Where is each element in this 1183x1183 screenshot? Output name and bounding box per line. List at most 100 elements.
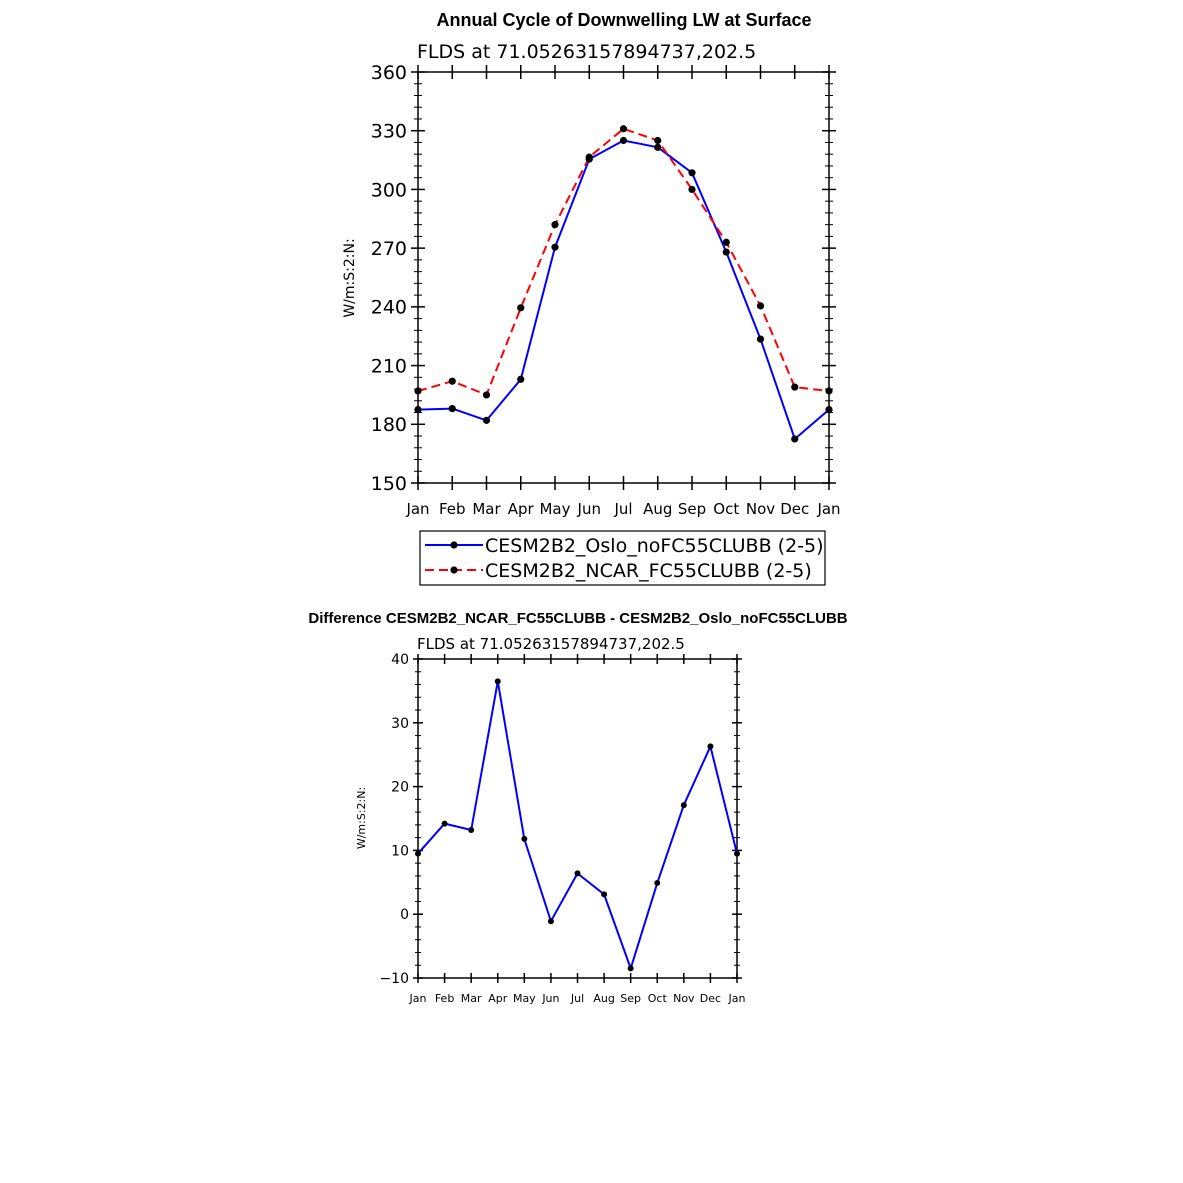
legend-ncar-marker [450,566,458,574]
annual-cycle-chart: Annual Cycle of Downwelling LW at Surfac… [342,10,841,586]
chart1-y-tick-labels: 150 180 210 240 270 300 330 360 [371,62,407,495]
series-0-point [414,406,422,414]
x-tick-label: Feb [435,992,454,1005]
series-1-point [448,377,456,385]
series-0-point [627,965,634,972]
series-0-point [601,891,608,898]
chart1-ticks [411,65,836,490]
series-line-0 [417,139,830,440]
chart2-ticks [413,654,742,983]
series-1-point [654,136,662,145]
chart1-x-tick-labels: Jan Feb Mar Apr May Jun Jul Aug Sep Oct Nov Dec Jan [405,500,840,518]
legend-box [419,530,826,586]
y-tick-label: 330 [371,121,407,143]
x-tick-label: Mar [472,500,501,518]
series-0-point [734,850,740,857]
y-tick-label: 40 [391,652,409,668]
legend-oslo-marker [450,541,458,549]
series-1-point [482,391,491,399]
x-tick-label: Sep [620,992,641,1005]
y-tick-label: 30 [391,716,409,732]
series-0-point [482,416,491,424]
series-0-point [441,820,448,827]
x-tick-label: Jun [541,992,559,1005]
chart2-subtitle: FLDS at 71.05263157894737,202.5 [417,635,685,653]
series-0-point [448,405,456,413]
chart2-title: Difference CESM2B2_NCAR_FC55CLUBB - CESM… [308,610,847,627]
x-tick-label: Nov [673,992,695,1005]
x-tick-label: Jan [728,992,746,1005]
series-0-point [680,802,687,809]
y-tick-label: 0 [400,907,409,923]
x-tick-label: Dec [780,500,809,518]
y-tick-label: 270 [371,238,407,260]
series-0-point [825,406,833,414]
x-tick-label: Jul [570,992,584,1005]
series-1-point [756,302,765,310]
series-1-point [619,125,628,133]
x-tick-label: Nov [746,500,775,518]
series-1-point [551,221,559,229]
x-tick-label: Sep [678,500,706,518]
series-1-point [517,304,525,312]
series-1-point [791,383,799,391]
series-line-0 [417,680,738,970]
x-tick-label: May [513,992,536,1005]
y-tick-label: 10 [391,843,409,859]
chart1-series [414,125,833,443]
chart1-title: Annual Cycle of Downwelling LW at Surfac… [436,10,811,30]
chart2-series [415,678,740,972]
series-0-point [547,918,554,925]
x-tick-label: Feb [439,500,466,518]
series-0-point [415,850,421,857]
chart2-ylabel: W/m:S:2:N: [355,787,368,849]
series-1-point [825,387,833,395]
x-tick-label: Jun [577,500,601,518]
series-0-point [574,870,581,877]
series-1-point [414,387,422,395]
x-tick-label: Aug [593,992,614,1005]
series-line-1 [417,127,830,396]
series-0-point [468,826,475,833]
x-tick-label: Oct [648,992,668,1005]
chart1-frame [417,71,830,484]
x-tick-label: Apr [508,500,535,518]
chart1-legend: CESM2B2_Oslo_noFC55CLUBB (2-5) CESM2B2_N… [419,530,826,586]
y-tick-label: 150 [371,473,407,495]
chart1-subtitle: FLDS at 71.05263157894737,202.5 [417,41,756,63]
legend-ncar-label: CESM2B2_NCAR_FC55CLUBB (2-5) [485,560,812,582]
series-1-point [585,153,593,161]
x-tick-label: Jan [405,500,429,518]
x-tick-label: Mar [461,992,482,1005]
chart2-y-tick-labels: −10 0 10 20 30 40 [379,652,409,987]
series-0-point [707,743,714,750]
difference-chart: Difference CESM2B2_NCAR_FC55CLUBB - CESM… [308,610,847,1005]
series-0-point [551,243,559,251]
y-tick-label: 300 [371,179,407,201]
y-tick-label: 180 [371,414,407,436]
series-0-point [756,335,765,343]
x-tick-label: May [539,500,570,518]
y-tick-label: 20 [391,780,409,796]
y-tick-label: 210 [371,355,407,377]
series-0-point [722,248,730,256]
series-0-point [791,435,799,443]
legend-oslo-label: CESM2B2_Oslo_noFC55CLUBB (2-5) [485,535,824,557]
y-tick-label: 240 [371,297,407,319]
series-0-point [494,678,501,685]
chart2-x-tick-labels: Jan Feb Mar Apr May Jun Jul Aug Sep Oct Nov Dec Jan [409,992,746,1005]
x-tick-label: Apr [488,992,508,1005]
y-tick-label: 360 [371,62,407,84]
chart1-ylabel: W/m:S:2:N: [342,238,358,317]
series-0-point [688,169,696,177]
series-0-point [521,835,528,842]
series-0-point [517,375,525,383]
y-tick-label: −10 [379,971,409,987]
series-0-point [654,879,661,886]
x-tick-label: Jan [409,992,427,1005]
x-tick-label: Oct [713,500,739,518]
chart2-frame [417,658,738,979]
series-0-point [654,143,662,151]
x-tick-label: Dec [700,992,721,1005]
